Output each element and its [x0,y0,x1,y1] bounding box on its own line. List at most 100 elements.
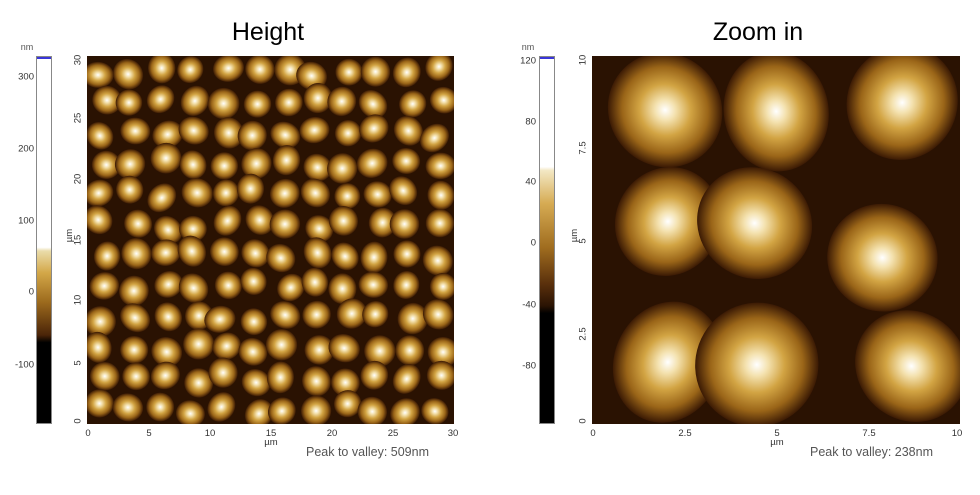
grain [178,116,209,145]
grain [270,121,301,149]
y-axis-unit: µm [64,228,76,243]
grain [240,308,268,336]
grain [213,205,242,236]
grain [151,239,181,266]
peak-to-valley: Peak to valley: 238nm [810,445,933,459]
grain [358,89,388,119]
colorbar-tick: -80 [522,360,536,372]
grain [429,273,454,300]
x-tick: 20 [326,428,338,439]
grain [92,85,122,115]
grain [357,396,388,424]
grain [91,150,121,180]
grain [118,275,149,307]
grain [87,331,112,363]
grain [395,335,425,366]
grain [304,335,335,365]
colorbar-tick: -40 [522,299,536,311]
grain [151,337,183,367]
grain [241,368,271,397]
panel-title: Zoom in [712,18,804,46]
grain [331,368,360,397]
grain [181,178,213,208]
grain [612,301,723,423]
grain [302,300,331,329]
height-panel: Height nm 300 200 100 0 -100 30 25 20 15… [15,18,458,459]
colorbar-tick: 0 [28,286,34,298]
x-tick: 5 [146,428,152,439]
grain [360,360,389,390]
x-tick: 0 [590,428,596,439]
colorbar-unit: nm [20,42,34,52]
y-tick: 0 [72,418,84,424]
grain [364,335,396,367]
grain [120,303,151,333]
grain [362,300,389,328]
grain [89,361,120,391]
grain [359,114,389,143]
grain [147,183,177,213]
grain [266,361,295,394]
grain [209,237,239,267]
x-tick: 5 [774,428,780,439]
grain [154,270,183,298]
grain [392,363,421,394]
colorbar [36,56,52,424]
grain [270,301,301,329]
x-tick: 0 [85,428,91,439]
grain [245,205,275,235]
grain [175,400,205,424]
grain [360,56,391,87]
colorbar-tick: 200 [18,143,34,155]
grain [427,336,454,368]
x-axis-unit: µm [770,437,784,448]
grain [397,302,429,335]
afm-zoom-image [592,56,960,424]
panel-title: Height [231,18,305,46]
grain [122,362,150,391]
grain [421,398,449,424]
grain [303,237,332,269]
grain [392,57,421,88]
grain [177,56,204,84]
grain [328,333,360,363]
grain [393,240,421,268]
grain [300,178,331,208]
grain [426,360,454,390]
afm-height-map [87,56,454,424]
grain [179,215,207,242]
grain [419,123,450,153]
colorbar-tick: 100 [18,215,34,227]
grain [336,298,367,329]
grain [115,89,143,116]
colorbar-tick: 80 [525,116,536,128]
grain [210,152,239,180]
grain [301,366,331,397]
y-tick: 7.5 [577,141,589,155]
grain [153,215,183,244]
grain [363,181,392,208]
grain [116,175,144,204]
grain [614,167,721,276]
grain [300,395,332,424]
x-tick: 2.5 [678,428,692,439]
y-tick: 10 [72,294,84,306]
grain [389,176,418,206]
grain [277,273,305,302]
image-background [87,56,454,424]
grain [180,85,210,116]
grain [154,302,183,332]
grain [356,148,388,178]
grain [327,86,357,117]
grain [328,206,359,236]
colorbar-tick: 40 [525,176,536,188]
colorbar-cap [37,57,51,59]
grain [87,61,114,88]
x-tick: 15 [265,428,277,439]
grain [212,332,241,360]
grain [207,87,240,120]
grain [422,299,454,330]
grain [327,153,358,184]
grain [425,56,453,81]
afm-height-image [87,56,454,424]
